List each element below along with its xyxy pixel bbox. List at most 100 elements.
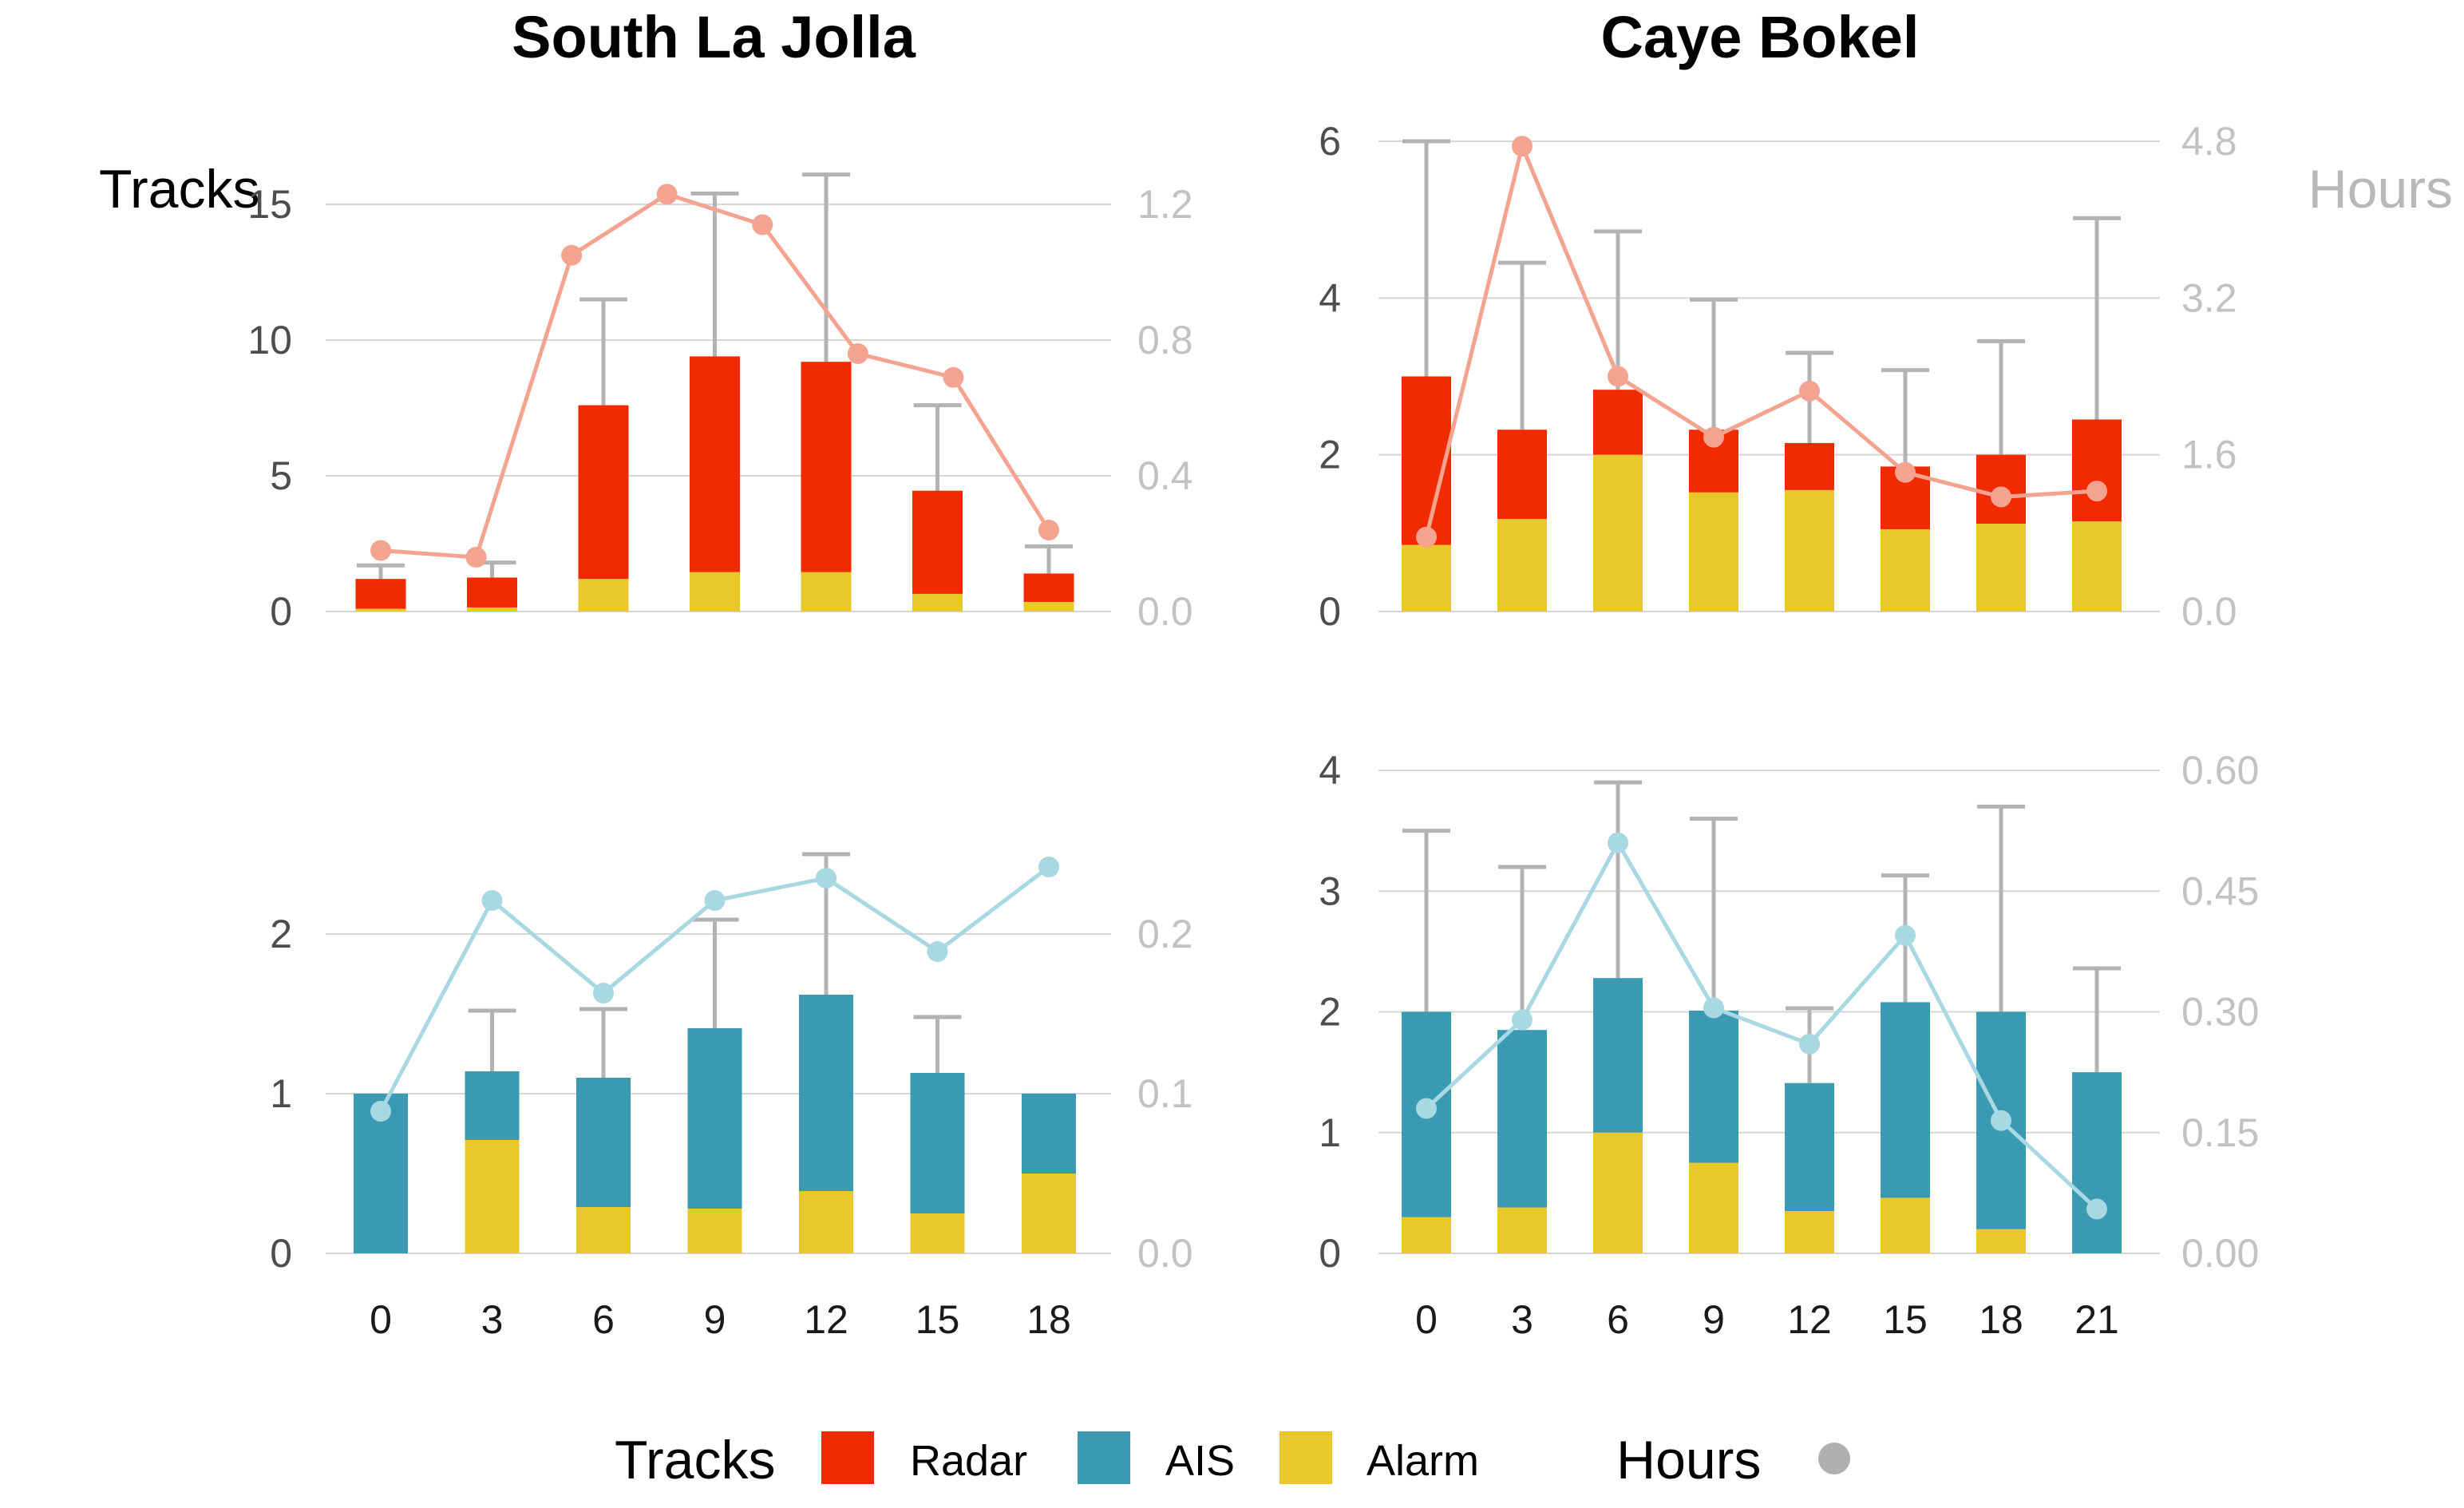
bar-radar xyxy=(1785,442,1834,490)
y2-tick-label: 0.4 xyxy=(1137,453,1193,498)
y2-tick-label: 3.2 xyxy=(2181,275,2237,320)
hours-point xyxy=(847,343,868,364)
x-tick-label: 9 xyxy=(704,1297,726,1342)
hours-line xyxy=(1424,140,2098,538)
bar-alarm xyxy=(1593,454,1643,612)
bar-ais xyxy=(1785,1083,1834,1212)
bar-alarm xyxy=(690,572,740,612)
y2-tick-label: 0.1 xyxy=(1137,1071,1193,1116)
hours-point xyxy=(1038,520,1059,540)
bar-ais xyxy=(1022,1094,1076,1174)
legend: Tracks Radar AIS Alarm Hours xyxy=(615,1430,1850,1490)
bar-alarm xyxy=(1881,1197,1930,1253)
x-tick-label: 0 xyxy=(1415,1297,1438,1342)
bar-ais xyxy=(1497,1030,1547,1208)
hours-point xyxy=(1703,426,1724,448)
bar-alarm xyxy=(687,1209,742,1253)
panel-title-south-la-jolla: South La Jolla xyxy=(512,4,916,70)
y2-tick-label: 0.0 xyxy=(2181,589,2237,634)
hours-point xyxy=(481,890,503,911)
bar-alarm xyxy=(1881,528,1930,612)
hours-point xyxy=(752,214,773,236)
bar-ais xyxy=(465,1071,520,1140)
bar-ais xyxy=(1689,1010,1738,1163)
bar-alarm xyxy=(576,1207,631,1253)
x-tick-label: 12 xyxy=(1787,1297,1832,1342)
left-axis-title: Tracks xyxy=(99,159,259,220)
hours-point xyxy=(1416,1098,1437,1119)
bar-radar xyxy=(1402,376,1451,545)
hours-point xyxy=(1799,380,1820,402)
bar-ais xyxy=(2072,1072,2122,1253)
bar-alarm xyxy=(1976,1229,2026,1253)
y-tick-label: 2 xyxy=(1319,433,1341,477)
y2-tick-label: 0.45 xyxy=(2181,869,2259,913)
hours-point xyxy=(370,1101,391,1122)
y-tick-label: 4 xyxy=(1319,275,1341,320)
bar-alarm xyxy=(1402,1217,1451,1253)
hours-point xyxy=(1991,1110,2011,1131)
x-tick-label: 21 xyxy=(2074,1297,2119,1342)
bar-alarm xyxy=(467,607,517,612)
hours-line xyxy=(380,192,1051,560)
bar-ais xyxy=(910,1073,965,1213)
x-tick-label: 9 xyxy=(1703,1297,1725,1342)
y-tick-label: 2 xyxy=(270,912,292,956)
x-tick-label: 15 xyxy=(1883,1297,1928,1342)
x-tick-label: 6 xyxy=(1607,1297,1629,1342)
bar-alarm xyxy=(799,1191,853,1253)
hours-point xyxy=(1703,997,1724,1019)
x-tick-label: 18 xyxy=(1979,1297,2023,1342)
hours-point xyxy=(1512,136,1533,157)
hours-point xyxy=(370,540,391,561)
x-tick-label: 15 xyxy=(916,1297,960,1342)
bar-alarm xyxy=(355,608,406,612)
y-tick-label: 0 xyxy=(1319,1231,1341,1276)
y2-tick-label: 4.8 xyxy=(2181,119,2237,164)
hours-point xyxy=(1512,1009,1533,1031)
x-tick-label: 0 xyxy=(370,1297,392,1342)
hours-point xyxy=(704,890,726,911)
y-tick-label: 5 xyxy=(270,453,292,498)
bar-radar xyxy=(578,405,629,580)
hours-point xyxy=(1799,1033,1820,1055)
bar-ais xyxy=(687,1028,742,1209)
bar-alarm xyxy=(1402,544,1451,612)
legend-radar-swatch xyxy=(821,1431,874,1484)
y-tick-label: 4 xyxy=(1319,748,1341,793)
hours-point xyxy=(465,547,487,568)
y-tick-label: 1 xyxy=(1319,1110,1341,1155)
hours-point xyxy=(1895,924,1916,946)
hours-point xyxy=(1038,857,1059,877)
y-tick-label: 10 xyxy=(247,318,292,362)
hours-point xyxy=(1895,461,1916,483)
legend-hours-title: Hours xyxy=(1616,1430,1761,1490)
right-axis-title: Hours xyxy=(2308,159,2453,220)
chart-panel-south-la-jolla-tracks-radar: 0 5 10 15 0.0 0.4 0.8 1.2 xyxy=(247,172,1193,634)
hours-point xyxy=(561,244,583,266)
bar-alarm xyxy=(801,572,852,612)
bar-alarm xyxy=(1976,524,2026,612)
y2-tick-label: 0.0 xyxy=(1137,1231,1193,1276)
y-tick-label: 2 xyxy=(1319,990,1341,1035)
x-tick-label: 6 xyxy=(592,1297,615,1342)
bar-ais xyxy=(799,995,853,1191)
x-tick-label: 3 xyxy=(481,1297,504,1342)
bar-radar xyxy=(690,356,740,572)
bar-radar xyxy=(2072,419,2122,522)
x-tick-label: 18 xyxy=(1026,1297,1071,1342)
y2-tick-label: 0.8 xyxy=(1137,318,1193,362)
y2-tick-label: 0.0 xyxy=(1137,589,1193,634)
bar-radar xyxy=(467,577,517,608)
bar-alarm xyxy=(1785,489,1834,612)
y2-tick-label: 0.30 xyxy=(2181,990,2259,1035)
legend-hours-point xyxy=(1818,1443,1850,1474)
bar-alarm xyxy=(912,593,963,612)
bar-alarm xyxy=(1689,492,1738,612)
hours-point xyxy=(593,983,614,1003)
legend-radar-label: Radar xyxy=(910,1437,1027,1485)
chart-panel-caye-bokel-tracks-radar: 0 2 4 6 0.0 1.6 3.2 4.8 xyxy=(1319,119,2237,634)
bar-ais xyxy=(1881,1002,1930,1198)
legend-alarm-swatch xyxy=(1279,1431,1332,1484)
